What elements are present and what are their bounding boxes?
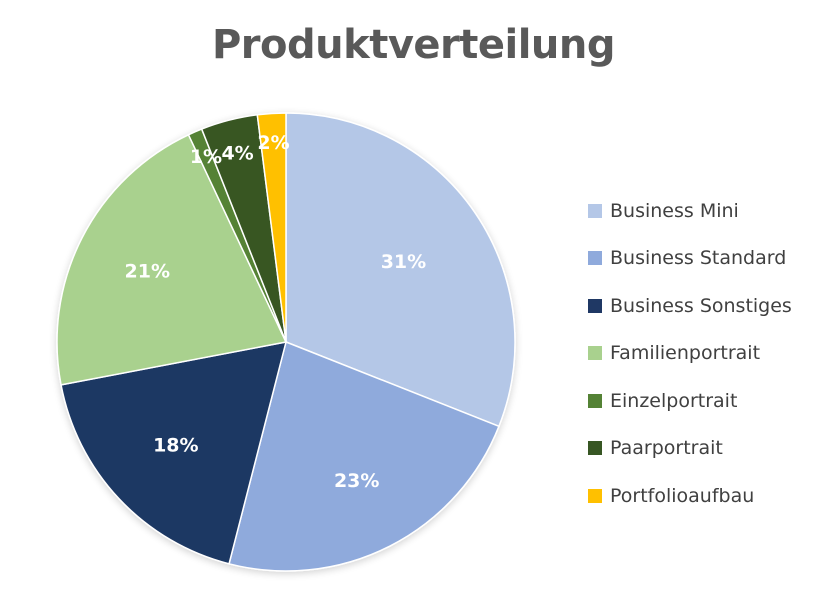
pie-slice-portfolioaufbau bbox=[256, 112, 287, 343]
legend: Business Mini Business Standard Business S… bbox=[588, 187, 792, 520]
legend-item: Einzelportrait bbox=[588, 377, 792, 425]
legend-label: Paarportrait bbox=[610, 437, 723, 460]
slice-data-label: 31% bbox=[381, 251, 426, 273]
legend-item: Portfolioaufbau bbox=[588, 472, 792, 520]
legend-swatch bbox=[588, 393, 602, 408]
slice-data-label: 23% bbox=[334, 470, 379, 492]
pie-slice-business-standard bbox=[228, 340, 500, 572]
chart-title: Produktverteilung bbox=[211, 22, 616, 68]
legend-label: Einzelportrait bbox=[610, 389, 738, 412]
legend-label: Portfolioaufbau bbox=[610, 484, 755, 507]
slice-data-label: 21% bbox=[125, 260, 170, 282]
pie-slice-familienportrait bbox=[56, 133, 288, 386]
legend-item: Paarportrait bbox=[588, 425, 792, 473]
legend-swatch bbox=[588, 251, 602, 266]
pie-slice-business-sonstiges bbox=[60, 341, 288, 565]
legend-swatch bbox=[588, 488, 602, 503]
pie-slice-business-mini bbox=[285, 112, 516, 428]
slice-data-label: 18% bbox=[153, 434, 198, 456]
slice-data-label: 2% bbox=[257, 132, 289, 154]
legend-label: Familienportrait bbox=[610, 342, 761, 365]
legend-item: Business Sonstiges bbox=[588, 282, 792, 330]
slice-data-label: 1% bbox=[190, 146, 222, 168]
legend-label: Business Standard bbox=[610, 247, 787, 270]
legend-label: Business Sonstiges bbox=[610, 294, 792, 317]
legend-label: Business Mini bbox=[610, 199, 739, 222]
legend-item: Familienportrait bbox=[588, 330, 792, 378]
legend-item: Business Mini bbox=[588, 187, 792, 235]
legend-swatch bbox=[588, 298, 602, 313]
legend-swatch bbox=[588, 346, 602, 361]
slice-data-label: 4% bbox=[221, 142, 253, 164]
legend-swatch bbox=[588, 441, 602, 456]
legend-item: Business Standard bbox=[588, 235, 792, 283]
legend-swatch bbox=[588, 203, 602, 218]
